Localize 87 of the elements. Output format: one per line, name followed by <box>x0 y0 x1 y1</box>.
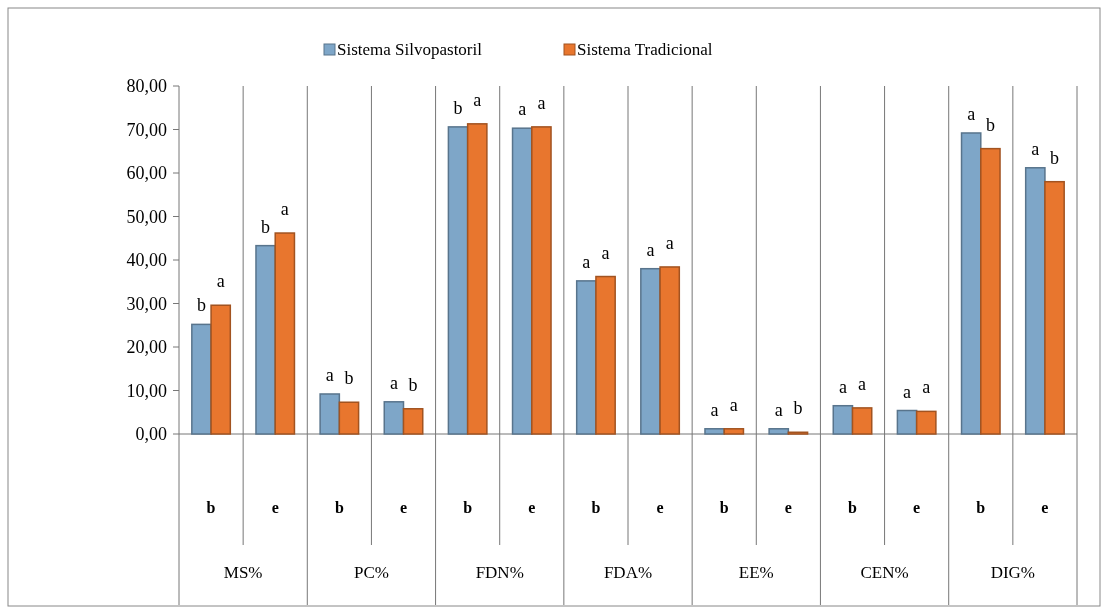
data-label: a <box>601 242 610 263</box>
x-tick-label: e <box>784 499 792 516</box>
bar <box>915 410 937 435</box>
data-label: a <box>216 271 225 292</box>
text: DIG% <box>990 563 1036 582</box>
bar <box>768 428 790 435</box>
data-label: b <box>408 374 418 395</box>
y-tick-label: 20,00 <box>126 337 167 358</box>
data-label: a <box>537 92 546 113</box>
x-tick-label: b <box>206 499 216 516</box>
bar <box>723 428 745 435</box>
bar <box>659 266 681 435</box>
data-label: a <box>967 103 976 124</box>
text: EE% <box>738 563 774 582</box>
data-label: a <box>665 232 674 253</box>
data-label: b <box>261 216 271 237</box>
y-tick-label: 10,00 <box>126 380 167 401</box>
data-label: b <box>793 398 803 419</box>
text: CEN% <box>860 563 909 582</box>
bar <box>319 393 341 435</box>
data-label: b <box>1050 147 1060 168</box>
bar <box>1024 167 1046 435</box>
text: MS% <box>223 563 263 582</box>
bar <box>896 409 918 435</box>
x-tick-label: b <box>334 499 344 516</box>
bar <box>595 275 616 435</box>
data-label: a <box>858 373 867 394</box>
data-label: a <box>325 364 334 385</box>
data-label: a <box>710 399 719 420</box>
bar <box>402 408 424 435</box>
y-tick-label: 60,00 <box>126 163 167 184</box>
bar <box>640 267 661 435</box>
text: FDA% <box>603 563 653 582</box>
x-tick-label: b <box>591 499 601 516</box>
x-tick-label: e <box>1041 499 1049 516</box>
data-label: a <box>903 381 912 402</box>
x-tick-label: e <box>271 499 279 516</box>
bar <box>466 123 488 435</box>
x-tick-label: b <box>848 499 858 516</box>
y-tick-label: 30,00 <box>126 293 167 314</box>
data-label: a <box>582 251 591 272</box>
x-tick-label: e <box>913 499 921 516</box>
bar <box>531 126 552 435</box>
x-tick-label: b <box>463 499 473 516</box>
bar <box>447 126 469 435</box>
bar <box>274 232 296 435</box>
data-label: a <box>774 399 783 420</box>
bar <box>191 323 212 435</box>
x-tick-label: b <box>719 499 729 516</box>
text: PC% <box>353 563 389 582</box>
bar <box>255 244 276 435</box>
bar <box>511 127 533 435</box>
data-label: a <box>473 89 482 110</box>
bar <box>338 401 360 435</box>
y-tick-label: 50,00 <box>126 206 167 227</box>
x-tick-label: e <box>656 499 664 516</box>
bar <box>704 428 725 435</box>
x-tick-label: e <box>399 499 408 516</box>
data-label: a <box>1031 138 1040 159</box>
bar <box>1044 180 1065 435</box>
x-tick-label: e <box>528 499 536 516</box>
x-tick-label: b <box>976 499 986 516</box>
data-label: a <box>922 377 931 398</box>
bar <box>210 304 232 435</box>
bar <box>575 280 597 435</box>
data-label: b <box>985 114 995 135</box>
data-label: a <box>729 394 738 415</box>
data-label: a <box>389 372 398 393</box>
data-label: b <box>196 295 206 316</box>
text: FDN% <box>475 563 524 582</box>
bar <box>980 147 1001 435</box>
y-tick-label: 70,00 <box>126 119 167 140</box>
legend-label: Sistema Tradicional <box>577 40 713 59</box>
data-label: a <box>838 376 847 397</box>
bar <box>832 404 854 435</box>
y-tick-label: 80,00 <box>126 76 167 97</box>
data-label: b <box>344 368 354 389</box>
bar <box>960 132 982 435</box>
y-tick-label: 0,00 <box>135 424 167 445</box>
bar <box>383 401 405 435</box>
legend-label: Sistema Silvopastoril <box>337 40 483 59</box>
y-tick-label: 40,00 <box>126 250 167 271</box>
data-label: a <box>280 199 289 220</box>
data-label: b <box>453 97 463 118</box>
data-label: a <box>646 239 655 260</box>
data-label: a <box>518 99 527 120</box>
bar <box>851 407 873 435</box>
